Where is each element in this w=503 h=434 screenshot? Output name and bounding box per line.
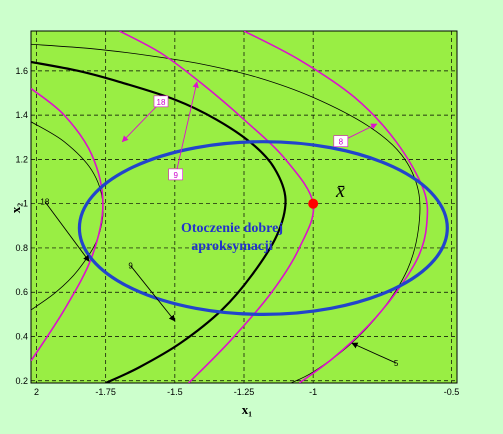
y-tick-label: 1 (23, 199, 28, 209)
y-tick-label: 0.6 (15, 287, 28, 297)
contour-line-6 (243, 31, 429, 383)
annotation-arrow (44, 201, 90, 262)
x-tick-label: -1.5 (167, 387, 183, 397)
contour-line-4 (31, 87, 104, 362)
annotation-box (168, 168, 183, 181)
y-axis-label: x₂ (8, 203, 23, 214)
neighborhood-label: Otoczenie dobrej aproksymacji (181, 221, 283, 254)
annotation-box (333, 135, 349, 147)
x-tick-label: -1.25 (234, 387, 255, 397)
approximation-point (308, 198, 319, 209)
neighborhood-ellipse (77, 140, 449, 316)
y-tick-label: 1.2 (15, 154, 28, 164)
annotations: 18 9 8 18 9 5 (40, 81, 399, 368)
x-tick-labels: 2 -1.75 -1.5 -1.25 -1 -0.5 (34, 387, 459, 397)
contour-level-label: 18 (157, 98, 166, 107)
annotation-arrow (175, 81, 199, 175)
y-tick-label: 1.6 (15, 66, 28, 76)
x-tick-label: -0.5 (444, 387, 460, 397)
contour-level-label: 5 (394, 359, 399, 368)
contour-curves (31, 31, 429, 383)
x-tick-label: 2 (34, 387, 39, 397)
annotation-box (153, 95, 169, 108)
x-tick-label: -1.75 (95, 387, 116, 397)
contour-level-label: 8 (339, 138, 344, 147)
x-tick-label: -1 (309, 387, 317, 397)
x-axis-label: x₁ (242, 402, 253, 417)
contour-level-label: 9 (173, 171, 178, 180)
contour-level-label: 18 (40, 197, 49, 206)
annotation-arrow (130, 265, 176, 322)
y-tick-label: 1.4 (15, 110, 28, 120)
y-tick-label: 0.4 (15, 332, 28, 342)
y-tick-label: 0.2 (15, 376, 28, 386)
point-label: x̄ (335, 180, 345, 202)
contour-level-label: 9 (128, 262, 133, 271)
annotation-arrow (351, 342, 397, 364)
y-tick-labels: 0.2 0.4 0.6 0.8 1 1.2 1.4 1.6 (15, 66, 28, 386)
y-tick-label: 0.8 (15, 243, 28, 253)
contour-line-5 (119, 31, 315, 383)
contour-line-2 (31, 60, 287, 383)
neighborhood-layer (77, 140, 449, 316)
grid-lines (31, 31, 457, 383)
annotation-arrow (121, 101, 162, 143)
